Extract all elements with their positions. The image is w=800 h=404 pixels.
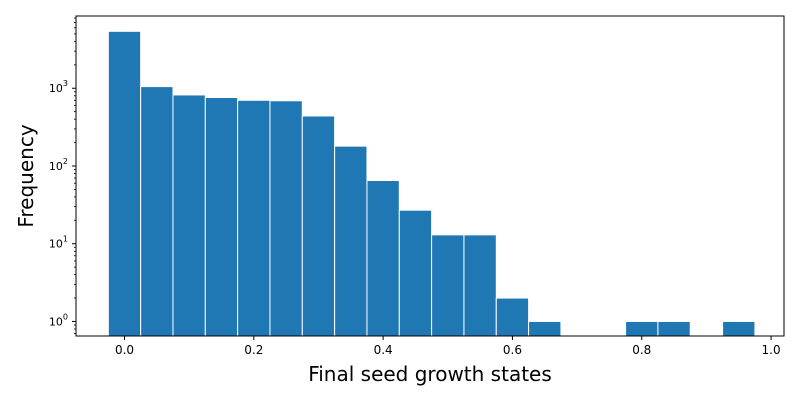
y-tick-label-base: 10 (49, 82, 63, 95)
histogram-bar (140, 86, 174, 337)
histogram-bar (334, 145, 368, 337)
y-tick-label-base: 10 (49, 238, 63, 251)
histogram-bar (107, 30, 142, 337)
y-axis-label: Frequency (14, 124, 38, 227)
histogram-bar (366, 180, 400, 337)
x-tick-label: 0.8 (632, 343, 651, 357)
histogram-bar (657, 320, 691, 337)
histogram-bar (431, 234, 465, 337)
histogram-bar (269, 100, 303, 337)
x-tick-label: 1.0 (762, 343, 781, 357)
y-tick-label-exponent: 0 (63, 312, 68, 321)
histogram-bar (722, 320, 756, 337)
x-tick-label: 0.0 (115, 343, 134, 357)
x-tick-label: 0.4 (374, 343, 393, 357)
histogram-bar (398, 209, 433, 337)
histogram-bar (463, 234, 497, 337)
y-tick-label: 102 (49, 157, 68, 173)
y-tick-label-exponent: 3 (63, 79, 68, 88)
y-tick-label: 100 (49, 312, 68, 328)
y-tick-label-base: 10 (49, 315, 63, 328)
plot-frame (75, 15, 785, 337)
histogram-bar (495, 297, 530, 337)
histogram-bar (625, 320, 659, 337)
histogram-bar (204, 97, 239, 337)
x-tick-label: 0.2 (244, 343, 263, 357)
x-tick-label: 0.6 (503, 343, 522, 357)
histogram-bar (301, 115, 336, 337)
x-axis-ticks: 0.0 0.2 0.4 0.6 0.8 1.0 (115, 336, 781, 357)
y-tick-label-exponent: 2 (63, 157, 68, 166)
bars-layer (107, 30, 756, 337)
histogram-bar (528, 320, 562, 337)
y-tick-label: 101 (49, 235, 68, 251)
y-minor-ticks (74, 17, 76, 334)
histogram-bar (237, 99, 271, 337)
histogram-bar (172, 94, 206, 337)
y-tick-label-exponent: 1 (63, 235, 68, 244)
x-axis-label: Final seed growth states (308, 362, 552, 386)
y-tick-label: 103 (49, 79, 68, 95)
y-tick-label-base: 10 (49, 160, 63, 173)
